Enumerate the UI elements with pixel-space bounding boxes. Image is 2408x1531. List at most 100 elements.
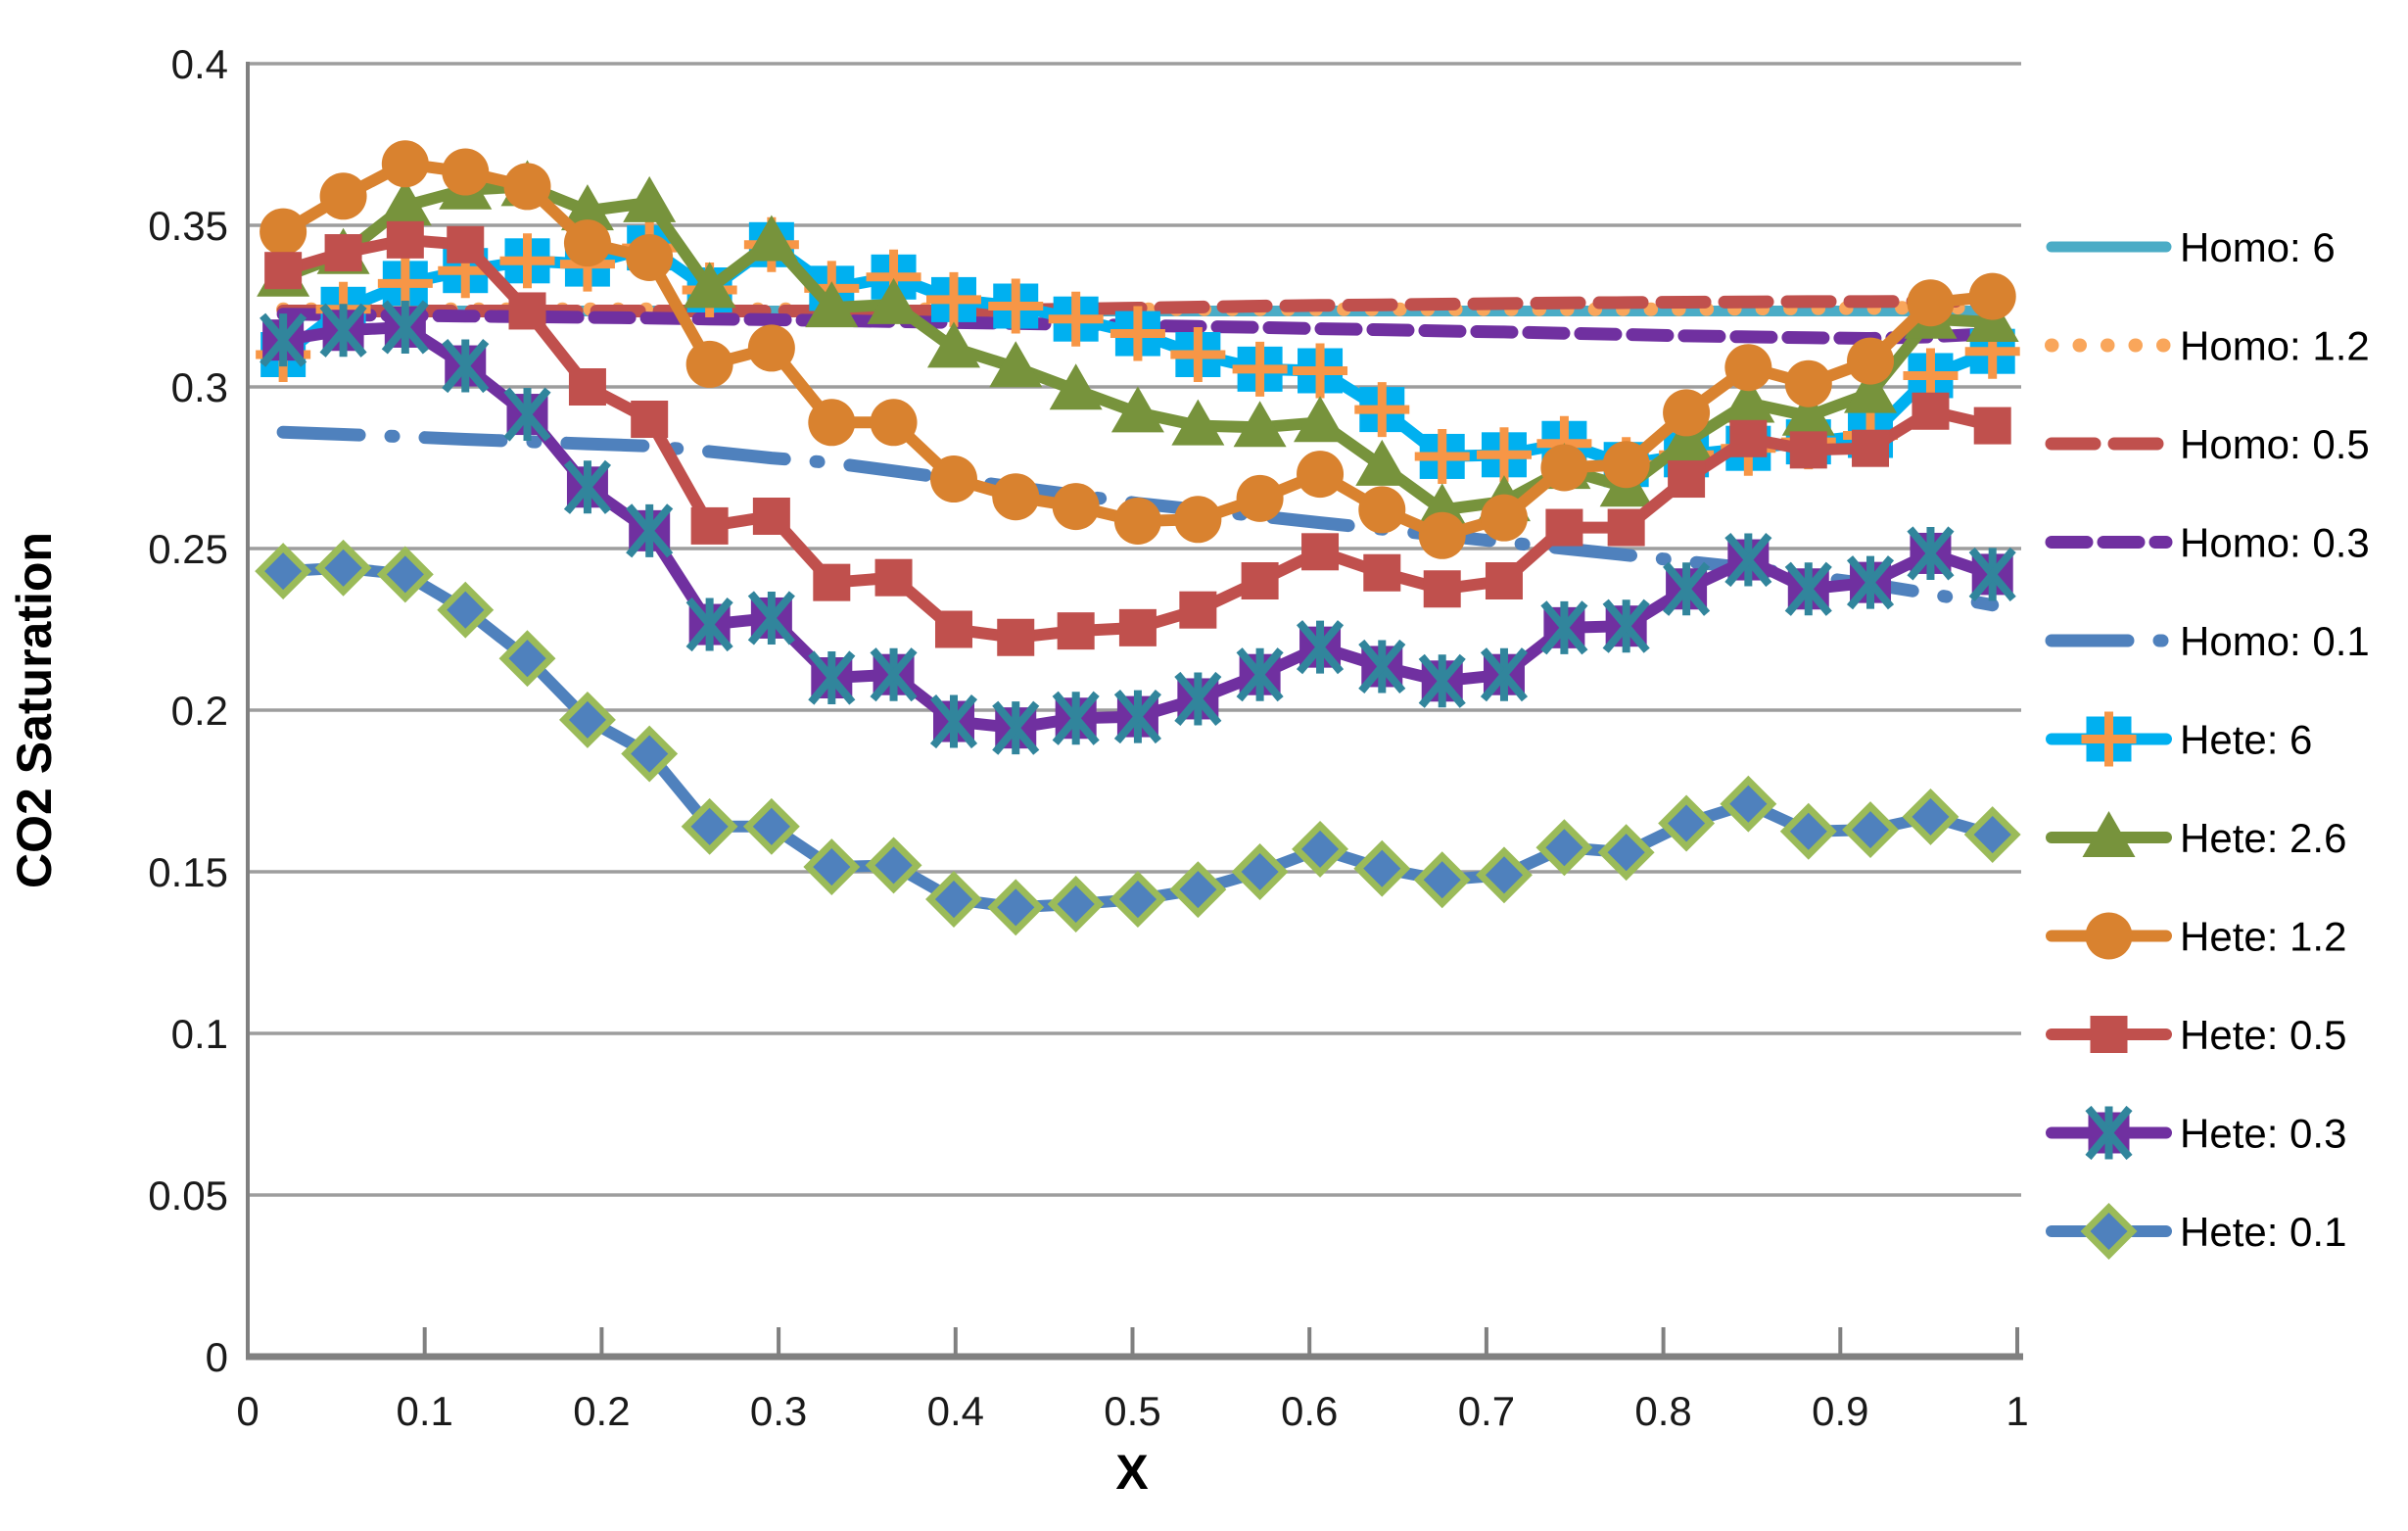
square-marker [1485,562,1523,599]
diamond-marker [681,797,738,855]
triangle-marker [744,215,798,262]
diamond-marker [2080,1203,2138,1260]
circle-marker [626,234,674,281]
circle-marker [1480,494,1528,542]
x-tick-label-0.9: 0.9 [1812,1388,1868,1434]
x-tick-label-1: 1 [2006,1388,2028,1434]
legend-item-homo-0-3: Homo: 0.3 [2045,520,2370,566]
diamond-marker [498,630,556,688]
diamond-marker [1658,794,1716,852]
x-tick-label-0.3: 0.3 [750,1388,807,1434]
y-tick-label-0: 0 [206,1334,228,1380]
diamond-marker [1902,788,1959,845]
legend-item-hete-1-2: Hete: 1.2 [2046,912,2346,960]
square-marker [631,401,669,438]
asterisk-marker [747,591,795,646]
square-marker [690,506,729,545]
triangle-marker [1294,396,1347,443]
circle-marker [1236,474,1284,522]
square-marker [752,498,790,535]
triangle-marker [2082,811,2136,857]
square-marker [1789,431,1827,469]
circle-marker [1052,483,1100,531]
triangle-marker [1660,415,1714,462]
diamond-marker [1842,801,1899,859]
asterisk-marker [1236,647,1284,702]
legend-label-hete-2-6: Hete: 2.6 [2180,815,2346,861]
asterisk-marker [1602,598,1650,653]
circle-marker [870,399,918,447]
x-tick-label-0.1: 0.1 [397,1388,453,1434]
legend-item-homo-0-5: Homo: 0.5 [2045,421,2370,467]
square-marker [1668,460,1706,499]
circle-marker [1174,496,1222,544]
square-marker [1729,419,1768,457]
series-hete-1-2 [260,140,2016,559]
asterisk-marker [1052,691,1100,745]
diamond-marker [1720,775,1777,833]
diamond-marker [1353,839,1411,897]
diamond-marker [255,543,312,600]
triangle-marker [1233,401,1287,448]
square-marker [874,558,913,597]
square-marker [1973,407,2011,445]
circle-marker [1784,359,1832,407]
x-tick-label-0.4: 0.4 [927,1388,984,1434]
legend-label-hete-6: Hete: 6 [2180,717,2312,763]
triangle-marker [378,179,432,226]
asterisk-marker [808,650,856,705]
asterisk-marker [1418,653,1466,708]
x-tick-label-0.7: 0.7 [1458,1388,1515,1434]
legend-item-homo-1-2: Homo: 1.2 [2045,323,2370,369]
diamond-marker [1963,806,2021,863]
square-marker [997,618,1035,656]
circle-marker [503,163,551,211]
triangle-marker [1355,439,1409,486]
y-tick-label-0.1: 0.1 [171,1011,228,1057]
square-marker [1301,533,1340,571]
asterisk-marker [1907,526,1955,581]
triangle-marker [560,184,614,231]
asterisk-marker [1540,600,1588,655]
legend-item-hete-0-1: Hete: 0.1 [2046,1203,2346,1260]
asterisk-marker [626,503,674,558]
legend-label-hete-0-1: Hete: 0.1 [2180,1209,2346,1255]
circle-marker [992,473,1040,521]
legend-label-hete-0-3: Hete: 0.3 [2180,1111,2346,1157]
square-marker [1057,612,1095,650]
legend-item-hete-0-5: Hete: 0.5 [2046,1012,2346,1058]
diamond-marker [1292,820,1348,878]
square-marker [1241,562,1279,599]
asterisk-marker [685,597,733,652]
y-axis-title: CO2 Saturation [7,532,62,888]
diamond-marker [1169,861,1227,919]
circle-marker [1113,497,1161,545]
asterisk-marker [1174,671,1222,727]
circle-marker [1418,511,1466,559]
diamond-marker [558,691,616,748]
diamond-marker [803,838,861,895]
asterisk-marker [1724,532,1772,588]
square-marker [264,252,303,290]
diamond-marker [1109,871,1166,928]
triangle-marker [1171,399,1225,446]
asterisk-marker [1784,561,1832,616]
asterisk-marker [503,387,551,442]
asterisk-marker [1358,639,1406,694]
asterisk-marker [929,694,978,749]
legend-label-hete-1-2: Hete: 1.2 [2180,914,2346,960]
diamond-marker [925,871,982,928]
diamond-marker [437,581,495,639]
triangle-marker [683,262,736,309]
legend-label-hete-0-5: Hete: 0.5 [2180,1012,2346,1058]
legend-label-homo-1-2: Homo: 1.2 [2180,323,2370,369]
triangle-marker [623,175,677,222]
triangle-marker [989,341,1043,388]
circle-marker [1724,344,1772,392]
diamond-marker [987,879,1045,936]
square-marker [508,292,546,330]
square-marker [2090,1016,2128,1053]
legend-label-homo-0-1: Homo: 0.1 [2180,618,2370,664]
x-tick-label-0.6: 0.6 [1281,1388,1338,1434]
